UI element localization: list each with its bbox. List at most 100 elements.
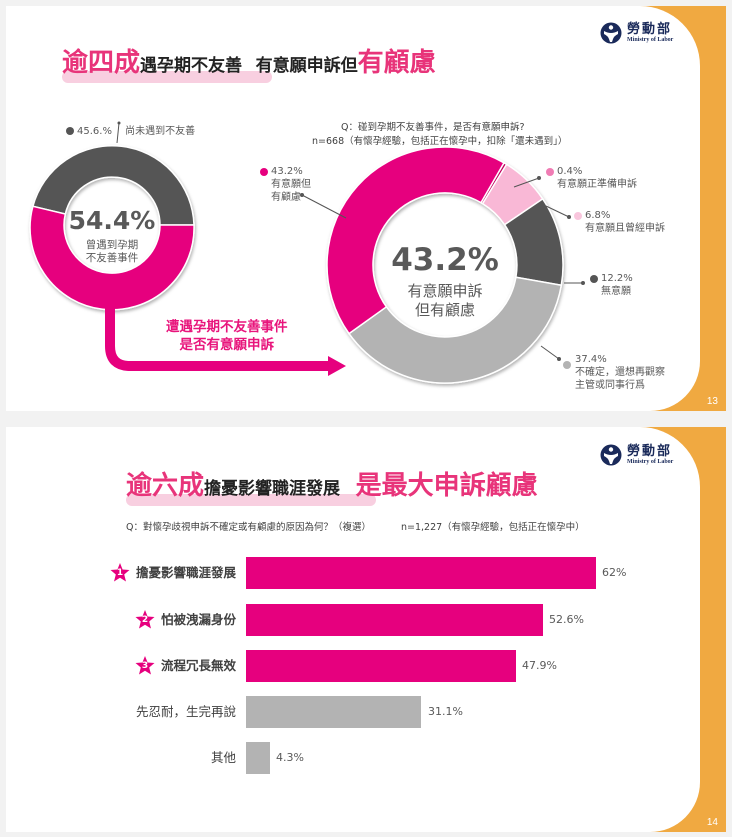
donut-slice-not-encountered xyxy=(31,145,195,226)
callout-label: 不確定，還想再觀察 xyxy=(575,367,665,378)
title-text-2: 有意願申訴但 xyxy=(255,56,358,76)
title-highlight xyxy=(126,494,376,506)
center-label-line1: 有意願申訴 xyxy=(407,282,483,300)
callout-label: 尚未遇到不友善 xyxy=(125,126,196,137)
callout-not-encountered: 45.6.% 尚未遇到不友善 xyxy=(66,125,195,138)
callout-has-appealed: 6.8% 有意願且曾經申訴 xyxy=(574,209,665,235)
ministry-logo: 勞動部 Ministry of Labor xyxy=(600,444,673,466)
rank-number: 3 xyxy=(141,661,149,671)
left-donut-center-value: 54.4% xyxy=(68,206,156,235)
callout-label: 有意願且曾經申訴 xyxy=(585,223,665,234)
callout-label: 主管或同事行爲 xyxy=(575,380,645,391)
white-content-area xyxy=(590,6,700,411)
callout-value: 12.2% xyxy=(601,273,633,284)
bar-label: 2 怕被洩漏身份 xyxy=(135,604,236,636)
logo-english: Ministry of Labor xyxy=(627,459,674,465)
bar-row: 其他 4.3% xyxy=(6,742,706,776)
callout-value: 45.6.% xyxy=(77,126,112,137)
donut-slice-willing-with-concerns xyxy=(326,146,506,335)
rank-number: 2 xyxy=(141,615,149,625)
flow-label-line2: 是否有意願申訴 xyxy=(179,337,275,353)
bar-row: 3 流程冗長無效 47.9% xyxy=(6,650,706,684)
bar-row: 1 擔憂影響職涯發展 62% xyxy=(6,557,706,591)
bar-value: 62% xyxy=(602,566,627,579)
right-donut xyxy=(326,146,564,384)
title-emphasis: 是最大申訴顧慮 xyxy=(355,471,538,501)
callout-label: 有意願但 xyxy=(271,179,311,190)
white-content-area xyxy=(590,427,700,832)
flow-arrow-label: 遭遇孕期不友善事件 是否有意願申訴 xyxy=(166,318,288,354)
callout-value: 6.8% xyxy=(585,210,611,221)
callout-value: 37.4% xyxy=(575,354,607,365)
callout-label: 有意願正準備申訴 xyxy=(557,179,637,190)
bar-identity-leak xyxy=(246,604,543,636)
bar-label-text: 流程冗長無效 xyxy=(160,658,236,673)
callout-preparing: 0.4% 有意願正準備申訴 xyxy=(546,165,637,191)
ministry-logo: 勞動部 Ministry of Labor xyxy=(600,22,673,44)
page-number: 13 xyxy=(706,396,718,407)
bar-label: 其他 xyxy=(211,742,236,774)
callout-line xyxy=(116,122,120,144)
legend-dot xyxy=(260,168,268,176)
sample-note: n=668（有懷孕經驗，包括正在懷孕中，扣除「還未遇到」） xyxy=(312,136,568,147)
rank-number: 1 xyxy=(116,568,124,578)
bar-label-text: 怕被洩漏身份 xyxy=(160,612,236,627)
ministry-of-labor-icon xyxy=(600,444,622,466)
left-donut-center-label: 曾遇到孕期 不友善事件 xyxy=(62,239,162,265)
arrow-head-icon xyxy=(328,356,346,376)
flow-arrow xyxy=(105,305,331,371)
donut-slice-uncertain xyxy=(347,276,563,384)
bar-lengthy-process xyxy=(246,650,516,682)
bar-other xyxy=(246,742,270,774)
bar-label-text: 擔憂影響職涯發展 xyxy=(135,565,236,580)
callout-lines xyxy=(300,176,585,361)
bar-label: 1 擔憂影響職涯發展 xyxy=(110,557,236,589)
legend-dot xyxy=(66,127,74,135)
bar-value: 52.6% xyxy=(549,613,584,626)
callout-value: 43.2% xyxy=(271,166,303,177)
callout-label: 無意願 xyxy=(601,286,631,297)
title-highlight-text: 逾六成 xyxy=(126,471,205,501)
rank-star-icon: 2 xyxy=(135,610,155,630)
logo-chinese: 勞動部 xyxy=(627,444,673,459)
bar-label: 3 流程冗長無效 xyxy=(135,650,236,682)
title-text: 遇孕期不友善 xyxy=(140,56,243,76)
right-donut-center-label: 有意願申訴 但有顧慮 xyxy=(385,282,505,320)
bar-value: 47.9% xyxy=(522,659,557,672)
title-text: 擔憂影響職涯發展 xyxy=(204,479,341,499)
slide-13: 13 勞動部 Ministry of Labor 逾四成遇孕期不友善 有意願申訴… xyxy=(6,6,726,411)
rank-star-icon: 1 xyxy=(110,563,130,583)
center-label-line2: 不友善事件 xyxy=(85,252,139,264)
bar-career-development xyxy=(246,557,596,589)
rank-star-icon: 3 xyxy=(135,656,155,676)
survey-question: Q：對懷孕歧視申訴不確定或有顧慮的原因為何？（複選） xyxy=(126,522,371,533)
center-label-line1: 曾遇到孕期 xyxy=(85,239,139,251)
legend-dot xyxy=(574,212,582,220)
bar-value: 4.3% xyxy=(276,751,304,764)
logo-english: Ministry of Labor xyxy=(627,37,674,43)
callout-unwilling: 12.2% 無意願 xyxy=(590,272,633,298)
page-title: 逾六成擔憂影響職涯發展 是最大申訴顧慮 xyxy=(126,465,538,506)
ministry-of-labor-icon xyxy=(600,22,622,44)
callout-label: 有顧慮 xyxy=(271,192,301,203)
title-highlight-text: 逾四成 xyxy=(62,48,141,78)
bar-label-text: 其他 xyxy=(210,750,236,765)
bar-row: 2 怕被洩漏身份 52.6% xyxy=(6,604,706,638)
title-emphasis: 有顧慮 xyxy=(357,48,436,78)
title-highlight xyxy=(62,71,272,83)
page-number: 14 xyxy=(706,817,718,828)
legend-dot xyxy=(546,168,554,176)
bar-value: 31.1% xyxy=(428,705,463,718)
orange-side-band xyxy=(700,6,726,411)
legend-dot xyxy=(590,275,598,283)
logo-chinese: 勞動部 xyxy=(627,22,673,37)
slide-14: 14 勞動部 Ministry of Labor 逾六成擔憂影響職涯發展 是最大… xyxy=(6,427,726,832)
callout-uncertain: 37.4% 不確定，還想再觀察 主管或同事行爲 xyxy=(563,353,665,392)
bar-endure-until-birth xyxy=(246,696,421,728)
bar-row: 先忍耐，生完再說 31.1% xyxy=(6,696,706,730)
bar-label: 先忍耐，生完再說 xyxy=(136,696,236,728)
right-donut-center-value: 43.2% xyxy=(391,242,499,278)
donut-slice-encountered xyxy=(29,205,195,311)
left-donut xyxy=(29,145,195,311)
charts-canvas xyxy=(29,121,585,384)
